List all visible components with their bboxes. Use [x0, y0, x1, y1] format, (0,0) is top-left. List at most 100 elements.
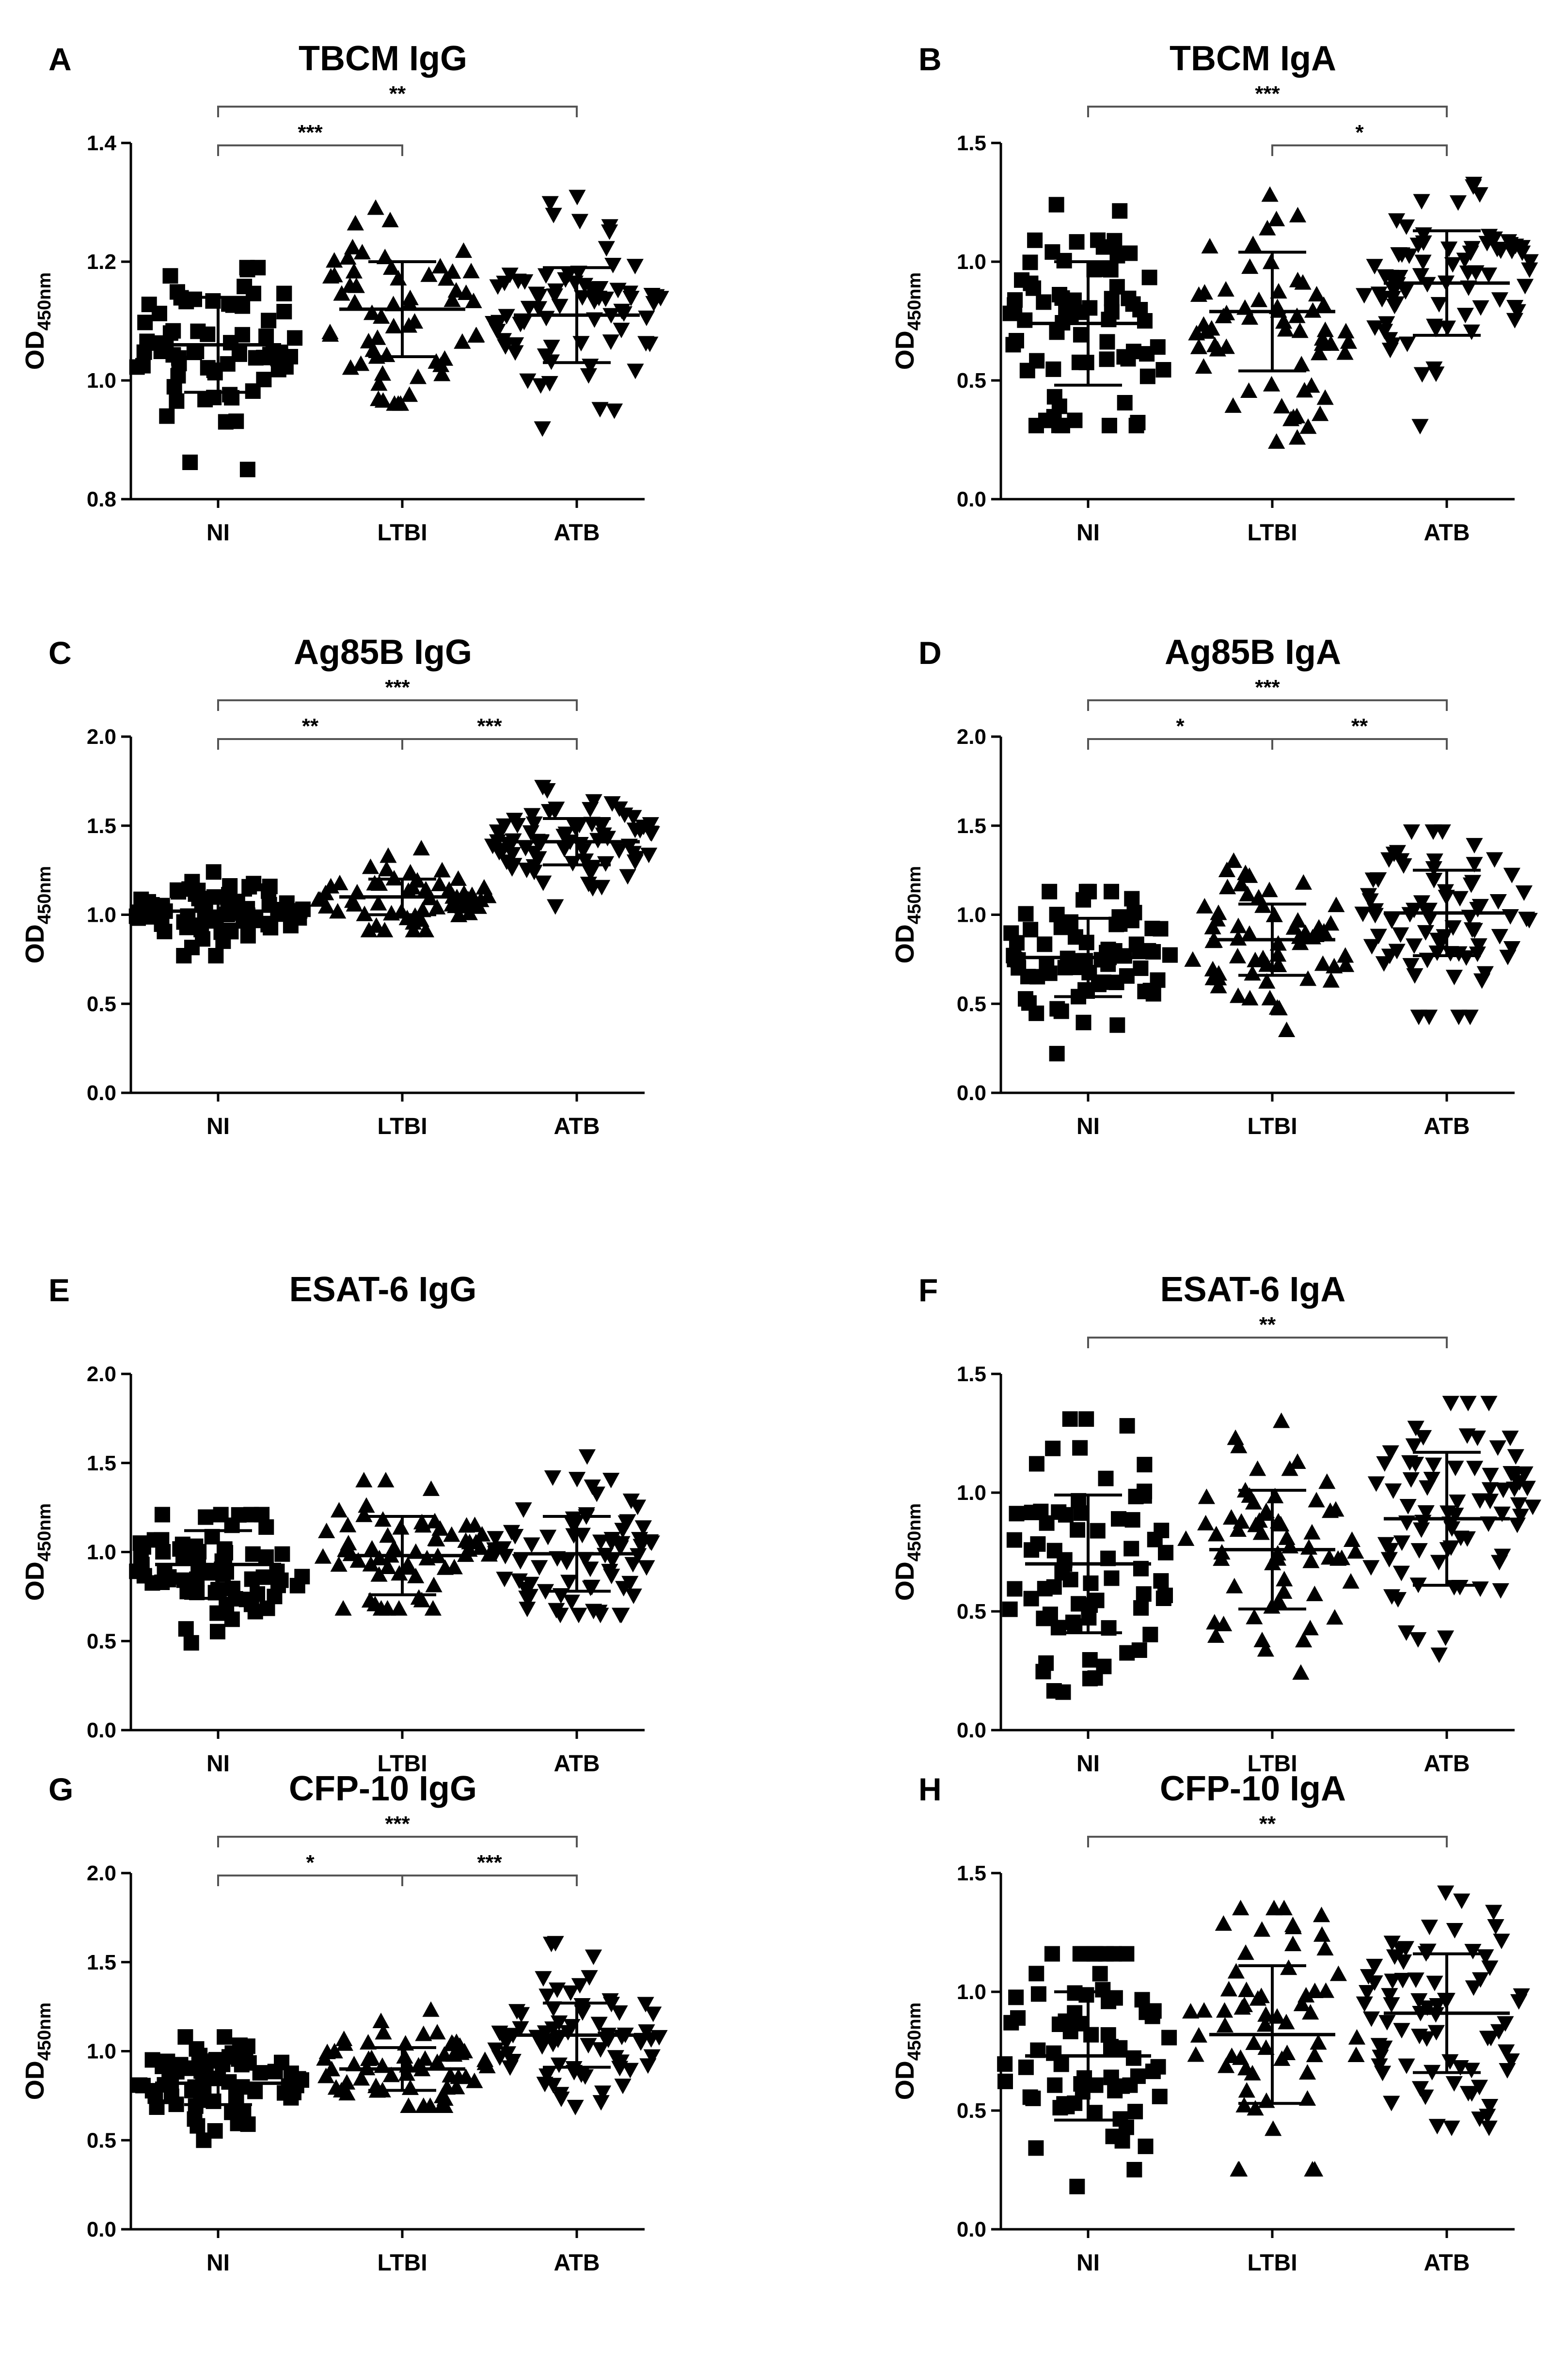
data-point: [1280, 1959, 1297, 1975]
data-point: [1492, 1583, 1509, 1599]
data-point: [1494, 1482, 1512, 1498]
panel-letter: F: [918, 1272, 938, 1308]
data-point: [1425, 872, 1443, 888]
data-point: [431, 258, 449, 274]
data-point: [518, 1591, 536, 1607]
significance-label: **: [1351, 714, 1368, 738]
data-point: [1471, 1581, 1489, 1597]
data-point: [593, 819, 610, 835]
data-point: [1407, 1420, 1424, 1436]
data-point: [235, 327, 251, 343]
data-point: [234, 2079, 250, 2095]
data-point: [130, 910, 146, 926]
data-point: [1240, 382, 1258, 398]
data-point: [1007, 1581, 1023, 1597]
data-point: [582, 866, 600, 882]
data-point: [1217, 281, 1234, 297]
x-category-label: LTBI: [1247, 520, 1297, 546]
data-point: [512, 316, 529, 332]
data-point: [1247, 951, 1264, 967]
data-point: [1397, 1941, 1414, 1957]
data-point: [1426, 1975, 1443, 1991]
data-point: [580, 877, 597, 893]
data-point: [1425, 1457, 1442, 1473]
data-point: [1509, 304, 1526, 320]
x-category-label: NI: [1076, 1751, 1100, 1777]
data-point: [1124, 891, 1140, 907]
data-point: [425, 1576, 443, 1592]
data-point: [1480, 2120, 1498, 2136]
data-point: [1429, 1998, 1446, 2014]
data-point: [1045, 1440, 1061, 1456]
data-point: [1524, 1499, 1542, 1515]
data-point: [341, 277, 359, 293]
data-point: [1337, 323, 1355, 339]
data-point: [512, 1554, 529, 1570]
data-point: [1508, 1517, 1526, 1533]
data-point: [428, 1531, 445, 1547]
data-point: [209, 1623, 225, 1639]
data-point: [436, 2046, 453, 2062]
data-point: [467, 327, 485, 343]
data-point: [189, 1585, 205, 1601]
data-point: [1521, 254, 1539, 270]
data-point: [525, 816, 543, 832]
y-tick-label: 1.2: [87, 250, 116, 274]
data-point: [1269, 1513, 1287, 1529]
significance-label: ***: [1255, 82, 1280, 106]
data-point: [1121, 290, 1137, 306]
data-point: [183, 2060, 199, 2076]
data-point: [530, 289, 548, 305]
data-point: [1215, 1915, 1232, 1931]
data-point: [478, 2058, 496, 2074]
panel-title: ESAT-6 IgG: [289, 1270, 477, 1309]
data-point: [1414, 254, 1432, 270]
data-point: [1005, 337, 1021, 353]
y-tick-label: 1.0: [87, 369, 116, 393]
data-point: [480, 1546, 498, 1562]
data-point: [1386, 299, 1403, 315]
data-point: [1073, 327, 1089, 343]
data-point: [1017, 312, 1033, 328]
data-point: [1373, 292, 1391, 308]
data-point: [590, 290, 608, 306]
significance-bracket: ***: [217, 121, 403, 156]
data-point: [192, 2048, 208, 2064]
data-point: [381, 211, 399, 227]
data-point: [449, 870, 467, 886]
data-point: [1313, 1926, 1331, 1942]
data-point: [1513, 240, 1531, 256]
data-point: [1477, 1949, 1494, 1965]
data-point: [272, 345, 288, 361]
data-point: [1312, 405, 1329, 421]
data-point: [1303, 1524, 1321, 1540]
data-point: [1131, 1642, 1147, 1658]
panel-letter: A: [48, 41, 72, 77]
y-tick-label: 1.5: [957, 1861, 986, 1885]
data-point: [1003, 925, 1019, 941]
data-point: [1268, 433, 1285, 449]
data-point: [635, 820, 652, 835]
x-category-label: ATB: [1423, 520, 1470, 546]
data-point: [157, 924, 173, 940]
data-point: [1078, 355, 1094, 371]
y-tick-label: 1.5: [87, 1951, 116, 1974]
data-point: [283, 2090, 299, 2106]
data-point: [1505, 1482, 1523, 1497]
data-point: [1299, 418, 1317, 434]
y-axis-label: OD450nm: [20, 1503, 55, 1601]
data-point: [1499, 949, 1517, 965]
series-atb: [1354, 824, 1538, 1025]
data-point: [638, 1560, 655, 1576]
data-point: [379, 1600, 396, 1616]
data-point: [1306, 1585, 1323, 1601]
data-point: [1218, 862, 1236, 878]
data-point: [1302, 2004, 1319, 2020]
data-point: [1370, 929, 1387, 945]
data-point: [436, 2097, 454, 2113]
data-point: [550, 2015, 568, 2031]
data-point: [258, 328, 274, 344]
series-ni: [1003, 883, 1178, 1062]
data-point: [592, 2042, 609, 2058]
